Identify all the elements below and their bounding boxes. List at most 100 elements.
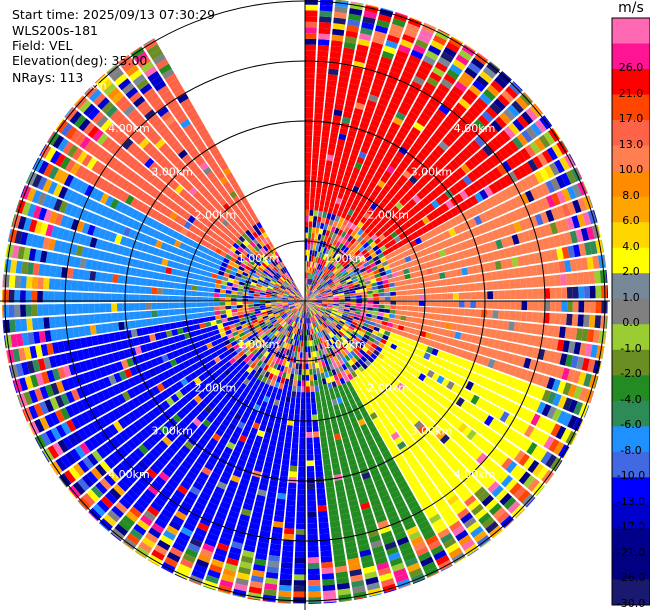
velocity-gate	[321, 272, 326, 279]
velocity-gate	[318, 264, 323, 271]
velocity-gate	[297, 380, 302, 387]
velocity-gate	[345, 266, 352, 272]
velocity-gate	[317, 373, 322, 380]
velocity-gate	[483, 88, 496, 102]
velocity-gate	[554, 313, 562, 325]
velocity-gate	[318, 22, 332, 29]
velocity-gate	[433, 251, 441, 259]
velocity-gate	[274, 452, 283, 459]
velocity-gate	[474, 135, 486, 148]
velocity-gate	[412, 283, 419, 290]
velocity-gate	[298, 471, 306, 478]
velocity-gate	[384, 292, 391, 297]
velocity-gate	[388, 101, 399, 111]
velocity-gate	[310, 296, 316, 299]
velocity-gate	[305, 215, 309, 222]
velocity-gate	[434, 61, 448, 73]
velocity-gate	[451, 277, 458, 285]
velocity-gate	[601, 300, 608, 314]
velocity-gate	[349, 2, 364, 11]
velocity-gate	[524, 190, 535, 203]
velocity-gate	[331, 34, 344, 42]
velocity-gate	[291, 442, 299, 450]
velocity-gate	[509, 279, 516, 289]
velocity-gate	[493, 98, 506, 111]
velocity-gate	[386, 76, 398, 86]
velocity-gate	[162, 309, 169, 317]
velocity-gate	[312, 425, 319, 432]
velocity-gate	[306, 431, 313, 438]
velocity-gate	[474, 317, 481, 327]
velocity-gate	[342, 175, 350, 184]
velocity-gate	[196, 302, 203, 308]
velocity-gate	[452, 308, 459, 316]
velocity-gate	[514, 181, 525, 194]
velocity-gate	[347, 159, 356, 167]
velocity-gate	[337, 287, 343, 291]
velocity-gate	[588, 271, 596, 284]
velocity-gate	[306, 284, 309, 290]
velocity-gate	[337, 192, 344, 200]
velocity-gate	[374, 108, 385, 118]
velocity-gate	[499, 190, 509, 202]
velocity-gate	[306, 266, 309, 273]
velocity-gate	[346, 24, 360, 33]
velocity-gate	[588, 195, 594, 208]
velocity-gate	[294, 408, 300, 415]
velocity-gate	[435, 109, 447, 120]
velocity-gate	[315, 294, 321, 297]
velocity-gate	[509, 197, 519, 210]
velocity-gate	[453, 123, 465, 135]
velocity-gate	[452, 59, 466, 71]
velocity-gate	[192, 318, 200, 325]
velocity-gate	[354, 55, 366, 64]
velocity-gate	[439, 223, 448, 233]
velocity-gate	[335, 271, 341, 277]
velocity-gate	[309, 267, 312, 274]
velocity-gate	[430, 134, 442, 145]
velocity-gate	[313, 281, 317, 287]
velocity-gate	[292, 431, 299, 438]
velocity-gate	[498, 147, 510, 160]
velocity-gate	[397, 44, 411, 54]
velocity-gate	[146, 318, 153, 326]
velocity-gate	[485, 272, 492, 281]
velocity-gate	[430, 219, 439, 228]
velocity-gate	[347, 208, 355, 216]
velocity-gate	[394, 281, 401, 287]
velocity-gate	[571, 215, 581, 229]
velocity-gate	[468, 183, 479, 194]
velocity-gate	[273, 422, 281, 430]
velocity-gate	[384, 304, 391, 309]
velocity-gate	[344, 188, 352, 196]
velocity-gate	[313, 431, 320, 438]
velocity-gate	[338, 75, 350, 83]
velocity-gate	[310, 273, 314, 280]
velocity-gate	[454, 81, 468, 93]
velocity-gate	[294, 551, 306, 558]
velocity-gate	[275, 446, 284, 454]
velocity-gate	[332, 208, 338, 216]
velocity-gate	[372, 311, 379, 316]
velocity-gate	[319, 199, 325, 206]
velocity-gate	[259, 303, 266, 306]
velocity-gate	[376, 128, 387, 137]
velocity-gate	[412, 101, 425, 112]
velocity-gate	[278, 584, 292, 592]
velocity-gate	[314, 256, 319, 263]
velocity-gate	[379, 56, 393, 66]
velocity-gate	[280, 377, 286, 384]
velocity-gate	[439, 321, 446, 329]
velocity-gate	[350, 295, 357, 299]
velocity-gate	[501, 70, 512, 81]
velocity-gate	[254, 306, 260, 310]
velocity-gate	[357, 201, 365, 209]
velocity-gate	[378, 97, 389, 107]
velocity-gate	[128, 311, 135, 320]
velocity-gate	[350, 118, 360, 127]
velocity-gate	[231, 312, 239, 317]
velocity-gate	[497, 227, 506, 238]
velocity-gate	[372, 113, 383, 123]
velocity-gate	[373, 297, 380, 301]
velocity-gate	[418, 294, 425, 300]
